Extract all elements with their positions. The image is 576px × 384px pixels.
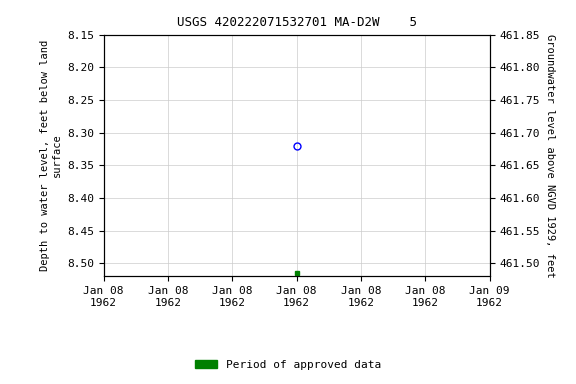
Y-axis label: Groundwater level above NGVD 1929, feet: Groundwater level above NGVD 1929, feet xyxy=(545,34,555,277)
Legend: Period of approved data: Period of approved data xyxy=(191,356,385,375)
Y-axis label: Depth to water level, feet below land
surface: Depth to water level, feet below land su… xyxy=(40,40,62,271)
Title: USGS 420222071532701 MA-D2W    5: USGS 420222071532701 MA-D2W 5 xyxy=(177,16,416,29)
